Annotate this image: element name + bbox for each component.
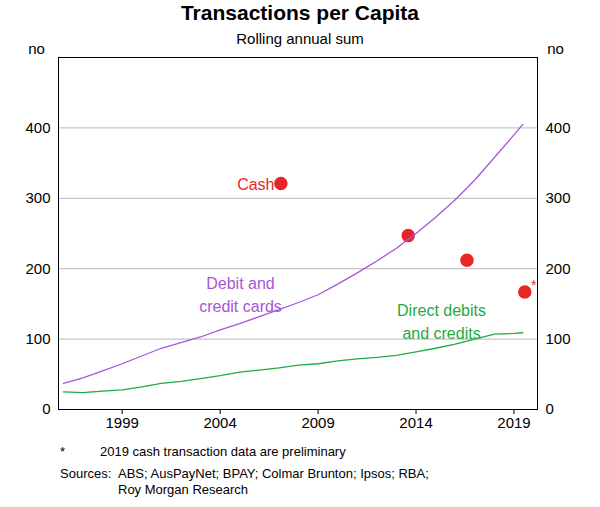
svg-text:200: 200 [546, 260, 571, 277]
svg-text:100: 100 [25, 330, 50, 347]
svg-text:300: 300 [546, 189, 571, 206]
svg-text:200: 200 [25, 260, 50, 277]
svg-text:2014: 2014 [399, 414, 432, 431]
svg-text:100: 100 [546, 330, 571, 347]
svg-text:1999: 1999 [105, 414, 138, 431]
html-text:ABS; AusPayNet; BPAY; Colmar B: ABS; AusPayNet; BPAY; Colmar Brunton; Ip… [118, 466, 429, 497]
svg-text:2009: 2009 [301, 414, 334, 431]
svg-text:300: 300 [25, 189, 50, 206]
html-text:2019 cash transaction data are: 2019 cash transaction data are prelimina… [100, 444, 346, 459]
svg-text:400: 400 [546, 119, 571, 136]
svg-text:2004: 2004 [203, 414, 236, 431]
svg-text:no: no [547, 40, 564, 57]
svg-text:no: no [28, 40, 45, 57]
svg-text:400: 400 [25, 119, 50, 136]
svg-text:0: 0 [42, 400, 50, 417]
svg-text:2019: 2019 [497, 414, 530, 431]
svg-text:0: 0 [546, 400, 554, 417]
svg-text:Cash: Cash [237, 176, 274, 193]
html-text:Sources:: Sources: [60, 466, 112, 481]
svg-text:Direct debitsand credits: Direct debitsand credits [397, 302, 486, 341]
svg-text:*: * [531, 277, 537, 293]
html-text:Rolling annual sum: Rolling annual sum [236, 30, 364, 47]
html-text:Transactions per Capita: Transactions per Capita [181, 1, 419, 24]
svg-text:Debit andcredit cards: Debit andcredit cards [199, 275, 282, 314]
